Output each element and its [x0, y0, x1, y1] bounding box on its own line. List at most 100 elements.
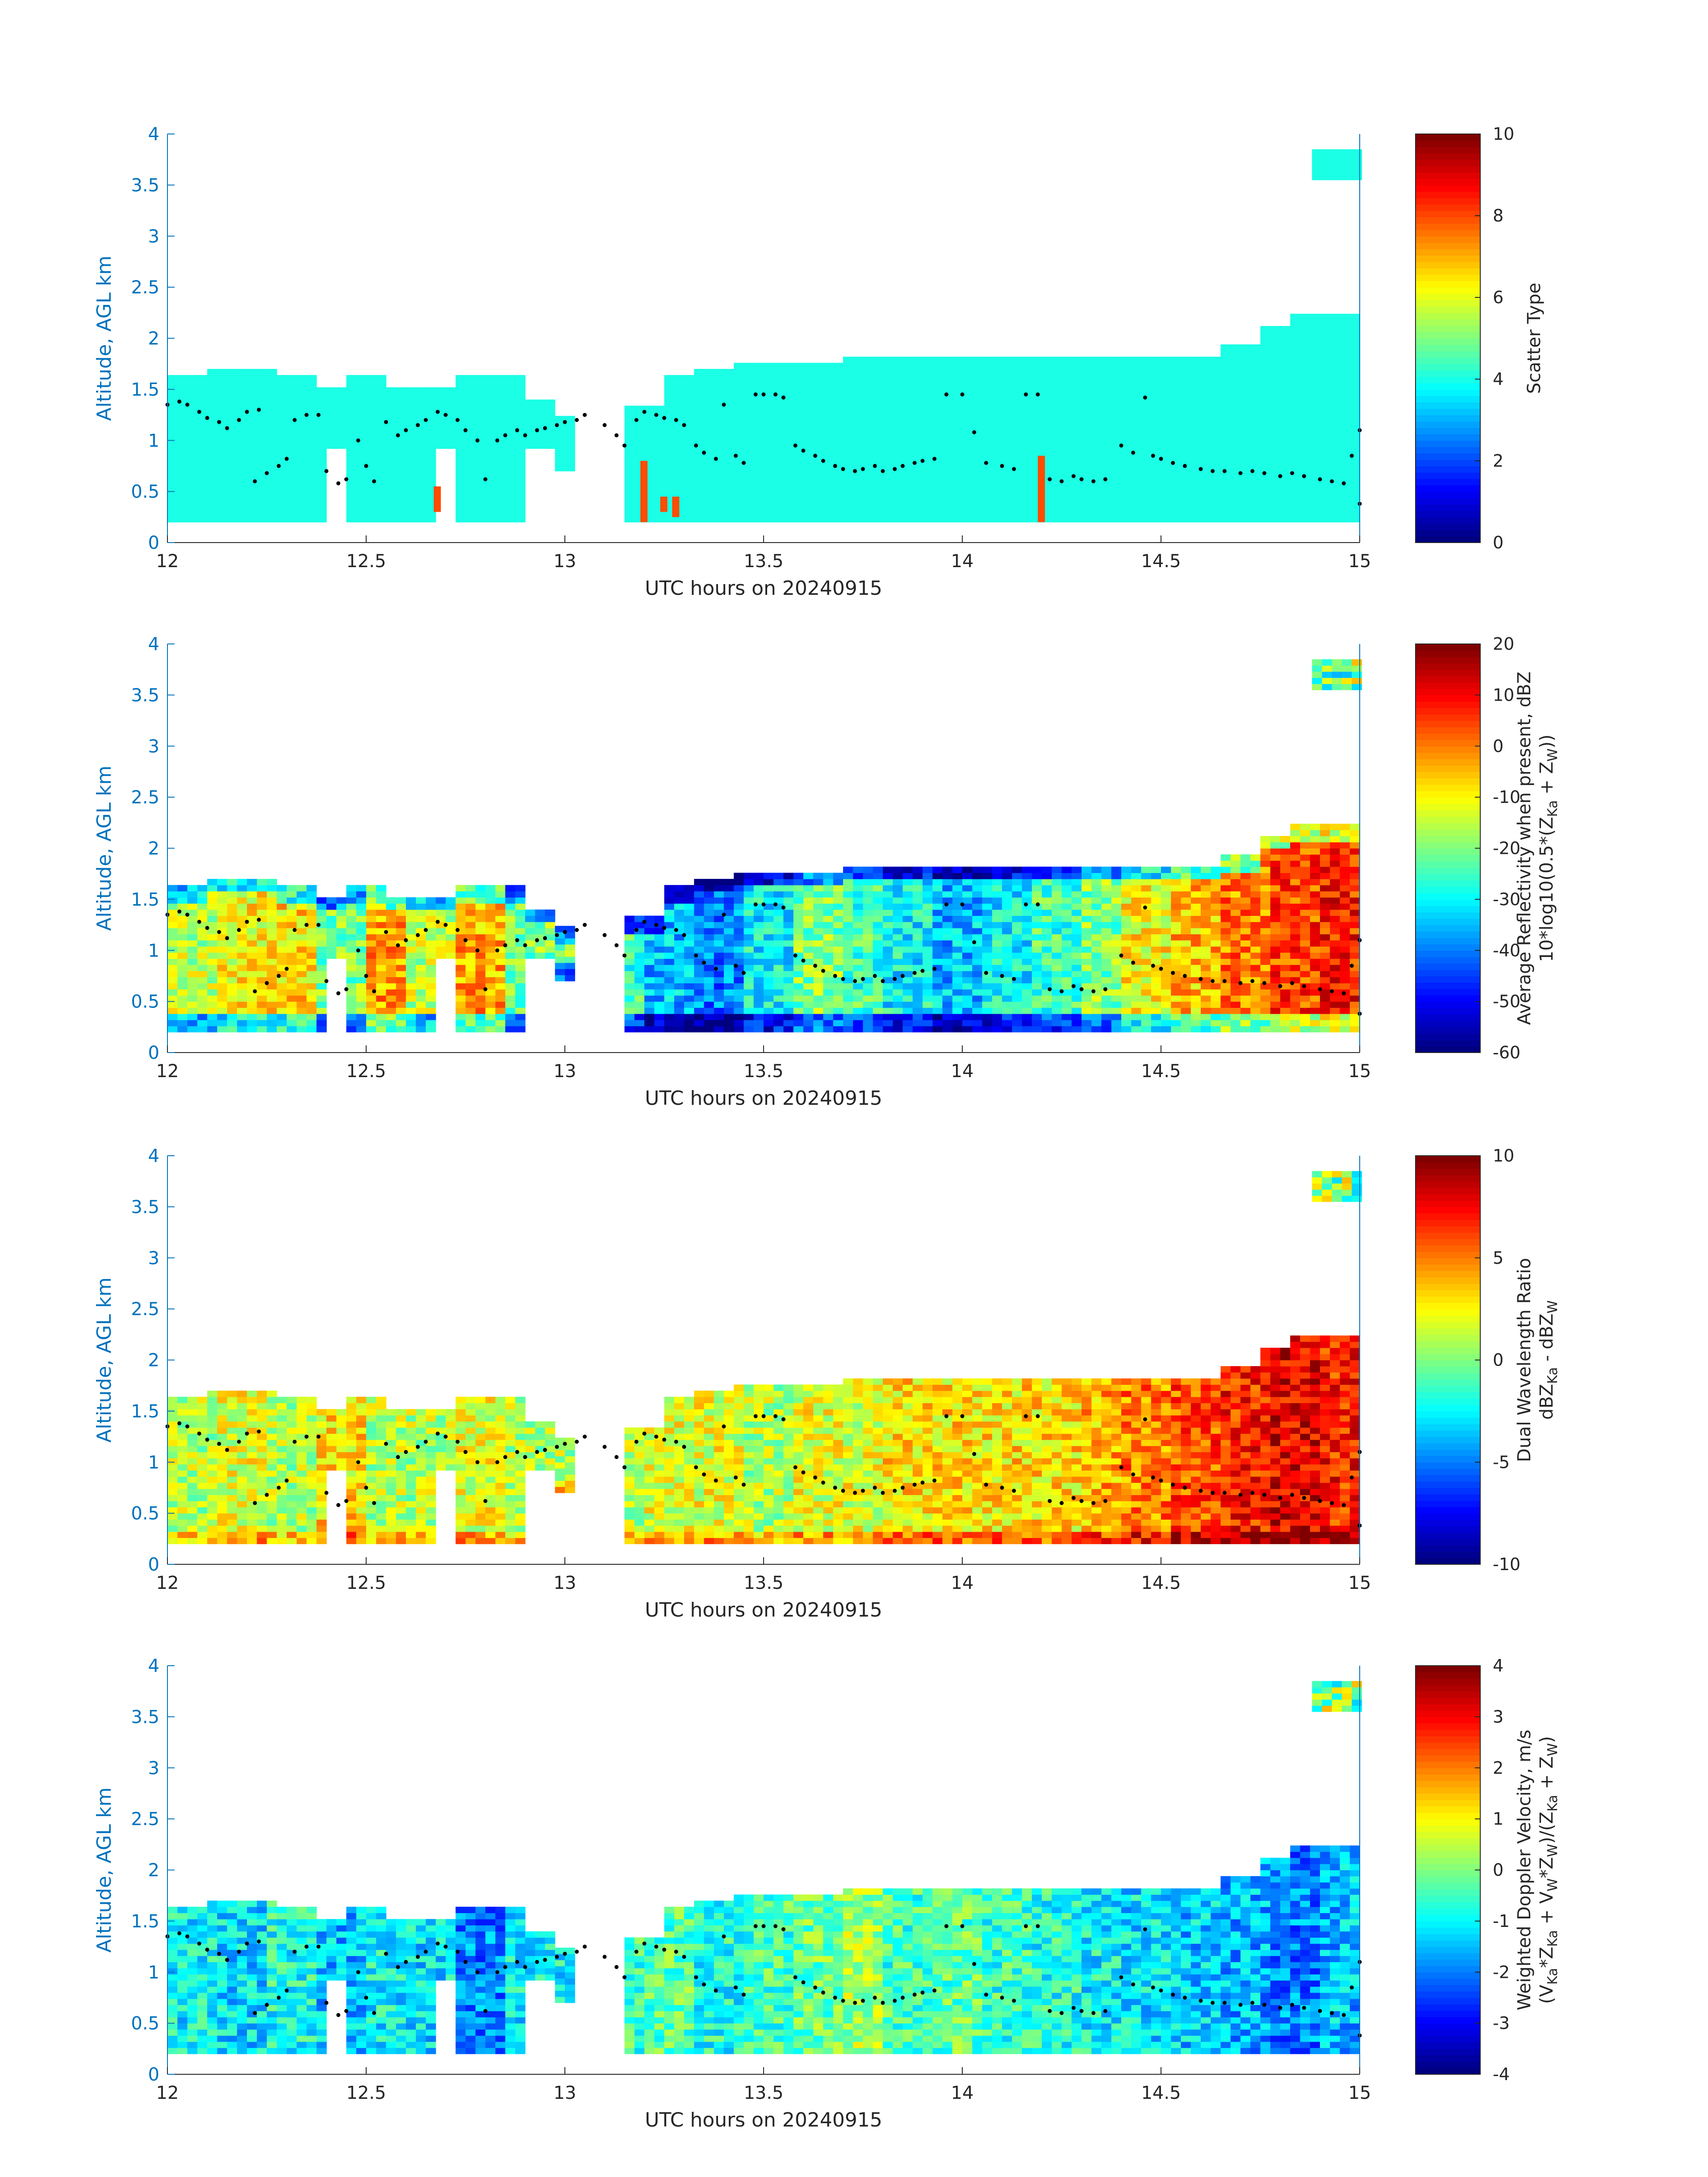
heatmap-cell [316, 952, 327, 959]
heatmap-cell [982, 430, 993, 437]
heatmap-cell [1071, 369, 1082, 376]
heatmap-cell [1280, 442, 1290, 449]
heatmap-cell [416, 436, 426, 443]
heatmap-cell [753, 473, 764, 480]
heatmap-cell [276, 387, 287, 394]
heatmap-cell [1141, 510, 1152, 517]
heatmap-cell [1002, 891, 1012, 898]
heatmap-cell [406, 455, 416, 461]
heatmap-cell [1181, 412, 1191, 418]
heatmap-cell [426, 983, 436, 990]
heatmap-cell [1260, 393, 1271, 400]
heatmap-cell [525, 928, 535, 935]
heatmap-cell [942, 977, 953, 983]
heatmap-cell [316, 1001, 327, 1008]
heatmap-cell [972, 989, 983, 996]
heatmap-cell [1082, 485, 1092, 492]
heatmap-cell [793, 915, 804, 922]
heatmap-cell [1220, 418, 1231, 425]
heatmap-cell [535, 952, 546, 959]
heatmap-cell [734, 977, 744, 983]
heatmap-cell [207, 1026, 217, 1032]
heatmap-cell [793, 461, 804, 468]
heatmap-cell [1012, 387, 1023, 394]
heatmap-cell [1280, 405, 1290, 412]
heatmap-cell [714, 909, 724, 916]
heatmap-cell [684, 1001, 694, 1008]
heatmap-cell [1300, 497, 1311, 504]
heatmap-cell [386, 958, 397, 965]
heatmap-cell [783, 922, 794, 928]
heatmap-cell [1260, 479, 1271, 486]
heatmap-cell [902, 393, 913, 400]
heatmap-cell [773, 934, 784, 940]
heatmap-cell [1031, 442, 1042, 449]
heatmap-cell [883, 909, 893, 916]
heatmap-cell [912, 934, 923, 940]
heatmap-cell [465, 461, 476, 468]
heatmap-cell [465, 405, 476, 412]
heatmap-cell [734, 946, 744, 953]
heatmap-cell [1320, 387, 1330, 394]
heatmap-cell [1270, 393, 1281, 400]
heatmap-cell [346, 940, 357, 947]
heatmap-cell [207, 418, 217, 425]
heatmap-cell [764, 1020, 774, 1027]
heatmap-cell [1349, 436, 1360, 443]
heatmap-cell [1101, 516, 1112, 522]
heatmap-cell [435, 387, 446, 394]
heatmap-cell [773, 885, 784, 892]
heatmap-cell [1190, 412, 1201, 418]
heatmap-cell [257, 891, 267, 898]
heatmap-cell [495, 491, 506, 498]
heatmap-cell [734, 424, 744, 430]
y-axis-label: Altitude, AGL km [93, 255, 116, 421]
heatmap-cell [992, 958, 1002, 965]
heatmap-cell [753, 885, 764, 892]
heatmap-cell [207, 977, 217, 983]
heatmap-cell [1082, 467, 1092, 473]
heatmap-cell [465, 909, 476, 916]
heatmap-cell [704, 983, 714, 990]
heatmap-cell [952, 418, 963, 425]
heatmap-cell [237, 405, 247, 412]
heatmap-cell [952, 958, 963, 965]
heatmap-cell [217, 399, 228, 406]
heatmap-cell [396, 952, 406, 959]
heatmap-cell [863, 436, 873, 443]
heatmap-cell [366, 995, 376, 1002]
heatmap-cell [1211, 455, 1221, 461]
heatmap-cell [982, 1020, 993, 1027]
heatmap-cell [257, 448, 267, 455]
heatmap-cell [167, 946, 178, 953]
heatmap-cell [505, 909, 516, 916]
heatmap-cell [972, 971, 983, 978]
heatmap-cell [257, 928, 267, 935]
heatmap-cell [237, 897, 247, 904]
heatmap-cell [972, 455, 983, 461]
heatmap-cell [734, 510, 744, 517]
heatmap-cell [923, 891, 933, 898]
heatmap-cell [1012, 995, 1023, 1002]
heatmap-cell [873, 952, 883, 959]
heatmap-cell [773, 369, 784, 376]
heatmap-cell [734, 461, 744, 468]
heatmap-cell [664, 412, 675, 418]
heatmap-cell [426, 442, 436, 449]
heatmap-cell [1181, 356, 1191, 363]
heatmap-cell [972, 467, 983, 473]
heatmap-cell [992, 879, 1002, 886]
heatmap-cell [1181, 405, 1191, 412]
heatmap-cell [873, 442, 883, 449]
heatmap-cell [406, 1007, 416, 1014]
heatmap-cell [853, 516, 864, 522]
heatmap-cell [923, 897, 933, 904]
heatmap-cell [535, 418, 546, 425]
heatmap-cell [187, 1014, 198, 1020]
heatmap-cell [1340, 344, 1350, 351]
heatmap-cell [893, 1026, 903, 1032]
colorbar-step [1416, 172, 1480, 179]
heatmap-cell [1300, 332, 1311, 339]
heatmap-cell [475, 965, 486, 971]
heatmap-cell [902, 940, 913, 947]
